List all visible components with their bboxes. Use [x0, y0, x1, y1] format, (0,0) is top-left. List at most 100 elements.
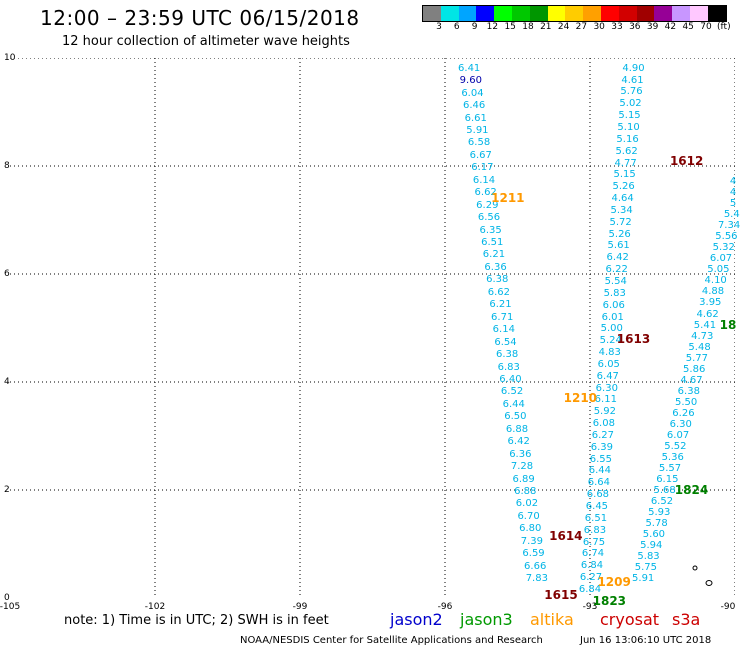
wave-height-value: 4.77	[614, 157, 637, 169]
x-tick-label: -105	[0, 602, 21, 612]
wave-height-value: 5.48	[688, 341, 711, 353]
legend-altika: altika	[530, 610, 574, 629]
map-title: 12:00 – 23:59 UTC 06/15/2018	[40, 6, 360, 30]
wave-height-value: 4.62	[696, 308, 719, 320]
wave-height-value: 6.05	[597, 358, 620, 370]
wave-height-value: 6.27	[579, 572, 603, 584]
wave-height-value: 6.84	[580, 560, 604, 572]
color-swatch	[494, 6, 512, 21]
color-scale-label: 70	[700, 22, 712, 32]
wave-height-value: 5.91	[632, 573, 655, 585]
color-swatch	[618, 6, 637, 21]
color-scale-labels: 3 6 9 12 15 18 21 24 27 30 33 36 39 42 45 70 (ft)	[422, 22, 732, 34]
wave-height-value: 5.34	[610, 204, 633, 216]
wave-height-value: 5.83	[603, 287, 626, 299]
wave-height-value: 6.58	[467, 137, 491, 149]
pass-time-label: 1823	[592, 593, 627, 608]
y-tick-label: 8	[4, 161, 10, 171]
wave-height-value: 6.22	[605, 264, 628, 276]
wave-height-value: 7.83	[525, 573, 548, 585]
wave-height-value: 6.68	[586, 489, 610, 501]
wave-height-value: 5.60	[642, 529, 666, 540]
wave-height-value: 6.21	[489, 299, 512, 311]
x-tick-label: -96	[437, 602, 453, 612]
wave-height-value: 4.61	[621, 74, 644, 86]
wave-height-value: 5.00	[600, 323, 623, 335]
color-scale-label: 3	[436, 22, 442, 32]
wave-height-value: 6.30	[669, 418, 692, 430]
wave-height-value: 6.40	[499, 373, 522, 385]
wave-height-value: 6.50	[504, 411, 527, 423]
wave-height-value: 6.27	[591, 429, 614, 441]
wave-height-value: 6.70	[517, 510, 540, 522]
pass-time-label: 1613	[616, 331, 651, 346]
wave-height-value: 5.77	[685, 352, 708, 364]
wave-height-value: 4.88	[701, 286, 725, 298]
wave-height-value: 6.14	[492, 324, 515, 336]
x-tick-label: -99	[292, 602, 308, 612]
color-swatch	[654, 6, 673, 21]
wave-height-value: 5.57	[658, 462, 682, 474]
wave-height-value: 6.89	[512, 473, 535, 485]
wave-height-value: 4	[729, 187, 737, 199]
legend-s3a: s3a	[672, 610, 701, 629]
wave-height-value: 6.42	[606, 252, 629, 264]
wave-height-value: 5.78	[645, 517, 668, 529]
wave-height-value: 5.15	[618, 110, 641, 122]
wave-height-value: 6.06	[602, 299, 625, 311]
wave-height-value: 6.80	[519, 523, 542, 535]
wave-height-value: 6.88	[505, 423, 529, 435]
wave-height-value: 6.56	[477, 212, 501, 224]
lat-lon-grid	[10, 58, 735, 598]
color-scale-label: 27	[575, 22, 588, 32]
color-swatch	[583, 6, 601, 21]
color-swatch	[565, 6, 584, 21]
y-tick-label: 4	[4, 377, 10, 387]
footer-credit: NOAA/NESDIS Center for Satellite Applica…	[240, 635, 543, 646]
color-scale-label: 42	[664, 22, 677, 32]
wave-height-value: 6.07	[709, 253, 733, 265]
pass-time-label: 1210	[563, 391, 598, 406]
wave-height-value: 6.88	[514, 485, 537, 497]
color-swatch	[636, 6, 655, 21]
wave-height-value: 5.50	[674, 396, 698, 408]
wave-height-value: 6.26	[672, 407, 695, 419]
color-swatch	[423, 6, 441, 21]
wave-height-value: 5.41	[693, 319, 717, 331]
wave-height-value: 6.45	[585, 500, 609, 512]
color-swatch	[529, 6, 548, 21]
color-scale-label: 12	[486, 22, 499, 32]
legend-cryosat: cryosat	[600, 610, 660, 629]
color-scale-label: 33	[611, 22, 623, 32]
wave-height-value: 6.62	[474, 187, 497, 199]
wave-height-value: 4.73	[691, 330, 714, 342]
wave-height-value: 5.52	[664, 440, 687, 452]
wave-height-value: 6.67	[469, 149, 492, 161]
wave-height-value: 6.59	[522, 548, 545, 560]
color-scale-label: 18	[522, 22, 534, 32]
pass-time-label: 1612	[669, 153, 704, 168]
wave-height-value: 6.38	[677, 385, 700, 397]
color-scale-label: 6	[453, 22, 460, 32]
wave-height-value: 6.52	[500, 386, 524, 398]
pass-time-label: 18	[719, 318, 737, 333]
wave-height-value: 5	[729, 198, 737, 210]
wave-height-value: 6.66	[524, 560, 547, 572]
wave-height-value: 6.04	[461, 87, 484, 99]
wave-height-value: 6.29	[476, 199, 499, 211]
wave-height-value: 6.07	[666, 429, 690, 441]
wave-height-value: 5.94	[640, 540, 663, 552]
wave-height-value: 5.56	[715, 231, 738, 243]
pass-time-label: 1824	[674, 483, 709, 497]
wave-height-value: 6.83	[583, 524, 607, 536]
wave-height-value: 5.05	[707, 264, 730, 276]
pass-time-label: 1615	[544, 588, 578, 603]
y-tick-label: 10	[4, 53, 16, 63]
map-subtitle: 12 hour collection of altimeter wave hei…	[62, 34, 350, 49]
color-swatch	[707, 6, 726, 21]
wave-height-plot	[10, 58, 735, 598]
wave-height-value: 5.92	[593, 406, 616, 418]
wave-height-value: 5.61	[607, 240, 630, 252]
wave-height-value: 6.39	[590, 441, 613, 453]
wave-height-value: 6.11	[594, 394, 617, 406]
